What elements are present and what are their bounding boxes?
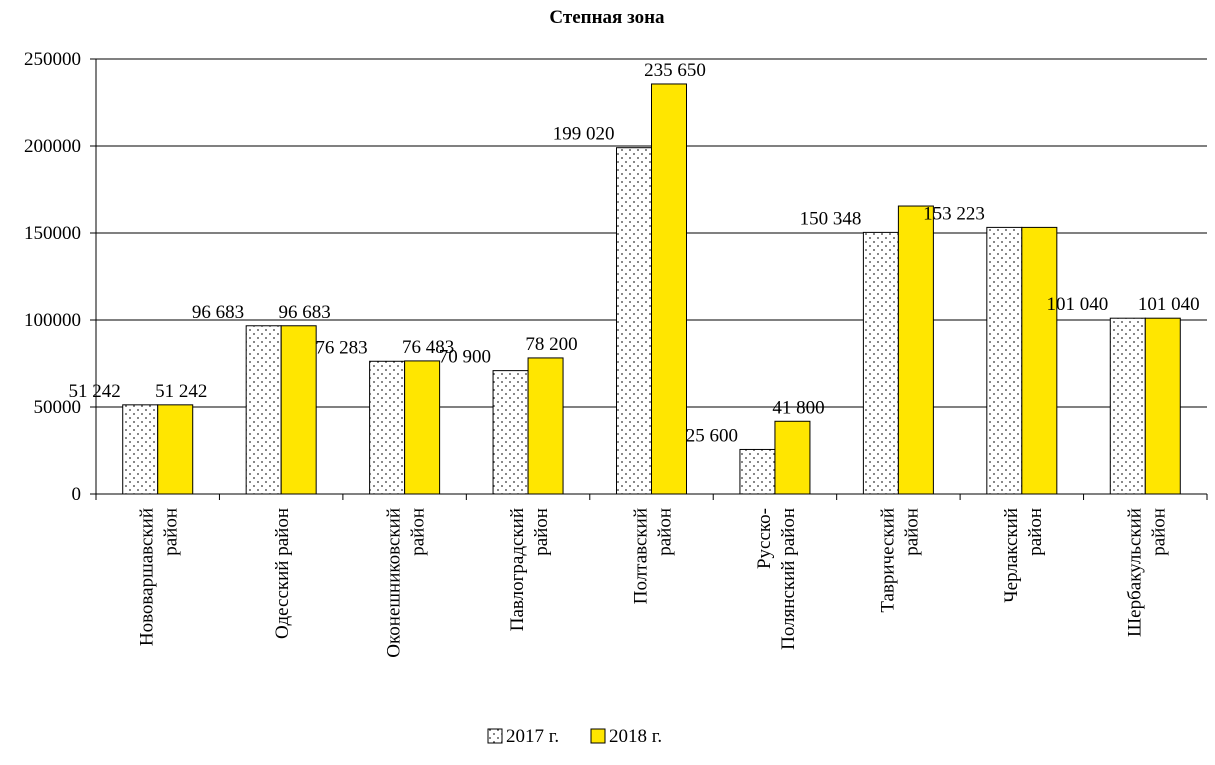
y-tick-label: 50000 xyxy=(34,397,82,418)
data-label: 41 800 xyxy=(772,397,824,418)
bar-2018 xyxy=(157,404,194,495)
data-label: 78 200 xyxy=(525,334,577,355)
bar-2017 xyxy=(986,226,1023,495)
bar-2017 xyxy=(122,404,159,495)
bar-2018 xyxy=(1021,226,1058,495)
chart-title: Степная зона xyxy=(549,7,665,28)
x-tick-label: Полянский район xyxy=(778,508,799,650)
y-tick-label: 0 xyxy=(72,484,82,505)
x-tick-label: Полтавский xyxy=(631,508,652,604)
data-label: 101 040 xyxy=(1138,294,1200,315)
bar-2017 xyxy=(862,231,899,495)
x-tick-label: район xyxy=(161,508,182,556)
bar-2018 xyxy=(280,325,317,495)
x-tick-label: район xyxy=(1148,508,1169,556)
data-label: 76 483 xyxy=(402,337,454,358)
y-axis: 0 50000 100000 150000 200000 250000 xyxy=(24,49,97,505)
x-tick-label: район xyxy=(1025,508,1046,556)
x-tick-label: Нововаршавский xyxy=(137,508,158,646)
data-label: 70 900 xyxy=(439,347,491,368)
bar-2017 xyxy=(739,448,776,495)
bar-2018 xyxy=(404,360,441,495)
x-tick-label: район xyxy=(408,508,429,556)
legend: 2017 г. 2018 г. xyxy=(487,726,662,747)
y-tick-label: 200000 xyxy=(24,136,81,157)
data-label: 76 283 xyxy=(315,337,367,358)
data-label: 150 348 xyxy=(800,208,862,229)
y-tick-label: 100000 xyxy=(24,310,81,331)
x-tick-label: Таврический xyxy=(877,508,898,613)
data-label: 101 040 xyxy=(1047,294,1109,315)
bar-2018 xyxy=(527,357,564,495)
x-tick-label: Черлакский xyxy=(1001,508,1022,603)
data-label: 235 650 xyxy=(644,60,706,81)
x-tick-label: район xyxy=(901,508,922,556)
bar-2018 xyxy=(1144,317,1181,495)
bar-2018 xyxy=(897,205,934,495)
bar-2017 xyxy=(616,147,652,495)
legend-swatch xyxy=(487,728,503,744)
data-label: 51 242 xyxy=(68,381,120,402)
x-tick-label: район xyxy=(655,508,676,556)
data-label: 199 020 xyxy=(553,124,615,145)
x-tick-label: Оконешниковский xyxy=(384,508,405,658)
bar-2018 xyxy=(651,83,687,495)
bar-2018 xyxy=(774,420,811,495)
x-tick-label: Шербакульский xyxy=(1124,508,1145,637)
x-tick-label: Павлоградский xyxy=(507,508,528,631)
data-label: 96 683 xyxy=(192,302,244,323)
x-tick-label: Одесский район xyxy=(272,508,293,639)
bar-2017 xyxy=(492,370,529,495)
data-label: 96 683 xyxy=(279,302,331,323)
data-label: 51 242 xyxy=(155,381,207,402)
y-tick-label: 150000 xyxy=(24,223,81,244)
bars xyxy=(122,83,1181,495)
data-label: 153 223 xyxy=(923,203,985,224)
legend-label: 2017 г. xyxy=(506,726,559,747)
legend-label: 2018 г. xyxy=(609,726,662,747)
bar-2017 xyxy=(245,325,282,495)
bar-2017 xyxy=(1109,317,1146,495)
bar-2017 xyxy=(369,360,406,495)
y-tick-label: 250000 xyxy=(24,49,81,70)
data-label: 25 600 xyxy=(686,425,738,446)
x-tick-label: Русско- xyxy=(754,508,775,569)
x-axis: Нововаршавский район Одесский район Оконешн… xyxy=(95,493,1208,658)
x-tick-label: район xyxy=(531,508,552,556)
legend-swatch xyxy=(590,728,606,744)
